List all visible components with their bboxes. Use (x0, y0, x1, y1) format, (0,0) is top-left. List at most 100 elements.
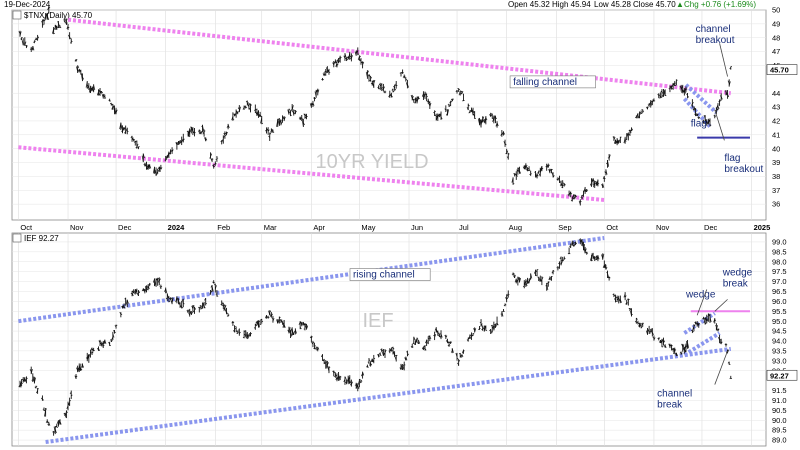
price-bar-open (690, 104, 693, 107)
price-bar-open (40, 397, 43, 400)
price-bar-open (522, 285, 525, 288)
price-bar-open (92, 348, 94, 352)
price-bar-open (255, 112, 258, 115)
price-bar-open (47, 424, 50, 426)
wedge-label: wedge (685, 289, 716, 300)
price-bar-open (516, 169, 519, 172)
price-bar-open (383, 352, 386, 355)
price-bar-close (267, 317, 270, 319)
price-bar-close (235, 110, 238, 113)
price-bar-close (183, 138, 185, 141)
price-bar-open (513, 173, 515, 175)
price-bar-close (560, 182, 563, 187)
price-bar-open (423, 92, 426, 98)
price-bar-close (166, 155, 169, 158)
price-bar-close (54, 429, 57, 434)
price-bar-close (573, 195, 576, 200)
price-bar-close (474, 117, 477, 120)
price-bar-open (367, 361, 370, 363)
price-bar-open (249, 333, 251, 336)
price-bar-open (23, 377, 26, 382)
price-bar-open (671, 83, 674, 88)
price-bar-open (662, 94, 664, 97)
price-bar-close (447, 109, 449, 116)
price-bar-open (404, 357, 407, 361)
price-bar-close (187, 310, 190, 312)
price-bar-close (448, 105, 451, 107)
price-bar-open (479, 322, 482, 324)
price-bar-open (90, 347, 93, 351)
price-bar-open (615, 140, 618, 144)
price-bar-close (120, 123, 123, 129)
price-bar-open (80, 73, 83, 81)
price-bar-close (437, 332, 440, 336)
chart-panels: 504948474644434241403938373610YR YIELD$T… (11, 5, 798, 447)
price-bar-open (293, 330, 296, 333)
price-bar-close (368, 74, 371, 77)
price-bar-close (709, 124, 712, 127)
price-bar-open (247, 104, 250, 108)
price-bar-open (337, 375, 339, 380)
price-bar-open (649, 331, 651, 333)
price-bar-open (647, 104, 650, 107)
price-bar-open (148, 164, 150, 168)
price-bar-close (349, 380, 352, 384)
price-bar-open (332, 370, 335, 373)
price-bar-open (143, 289, 146, 293)
price-bar-close (624, 295, 627, 298)
price-bar-open (69, 391, 72, 394)
price-bar-open (455, 90, 458, 92)
price-bar-close (586, 189, 589, 191)
price-bar-open (189, 310, 192, 315)
price-bar-open (24, 378, 27, 381)
price-bar-close (680, 86, 683, 91)
price-bar-open (570, 242, 573, 244)
price-bar-open (325, 361, 328, 364)
price-bar-close (602, 253, 605, 260)
price-bar-close (720, 96, 723, 100)
wedge-lower (683, 331, 721, 357)
price-bar-close (685, 88, 688, 90)
price-bar-close (98, 348, 100, 352)
price-bar-open (204, 297, 207, 301)
price-bar-open (338, 376, 341, 379)
price-bar-open (58, 419, 61, 422)
last-price-label: 92.27 (770, 371, 789, 380)
y-tick-label: 94.5 (772, 327, 787, 336)
price-bar-close (405, 356, 408, 361)
price-bar-close (258, 322, 261, 328)
price-bar-close (71, 394, 73, 396)
price-bar-open (513, 275, 515, 278)
price-bar-open (277, 118, 280, 122)
price-bar-open (29, 48, 32, 50)
price-bar-close (495, 117, 497, 119)
price-bar-open (349, 57, 352, 60)
price-bar-close (317, 347, 320, 350)
price-bar-open (74, 59, 77, 62)
price-bar-open (66, 405, 69, 409)
price-bar-close (237, 331, 240, 333)
price-bar-close (211, 286, 214, 292)
price-bar-open (623, 137, 626, 144)
price-bar-open (380, 348, 383, 351)
price-bar-close (170, 297, 172, 299)
price-bar-open (436, 330, 439, 333)
price-bar-open (231, 116, 234, 121)
price-bar-open (132, 138, 134, 141)
price-bar-open (628, 307, 631, 310)
price-bar-open (583, 187, 586, 192)
price-bar-close (549, 277, 552, 280)
price-bar-close (418, 340, 421, 344)
header-date: 19-Dec-2024 (4, 0, 51, 9)
price-bar-close (291, 105, 294, 111)
price-bar-close (53, 431, 56, 434)
price-bar-open (92, 89, 94, 92)
price-bar-close (269, 132, 272, 135)
price-bar-open (692, 325, 695, 330)
falling-channel-upper (67, 17, 732, 96)
price-bar-close (559, 181, 561, 183)
price-bar-open (681, 89, 684, 93)
price-bar-close (637, 322, 640, 325)
price-bar-close (719, 338, 722, 341)
price-bar-open (668, 88, 671, 90)
